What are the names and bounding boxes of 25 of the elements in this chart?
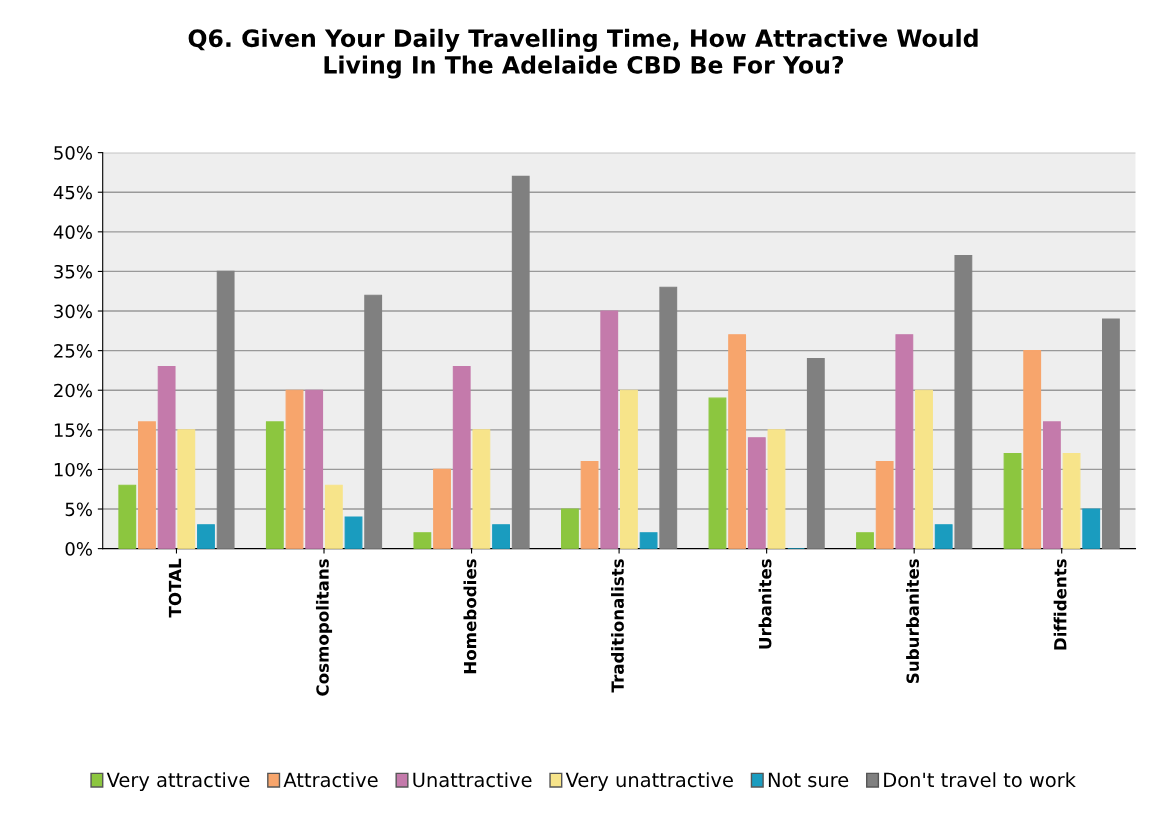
y-tick-label: 25%	[54, 344, 92, 358]
legend-label: Attractive	[283, 772, 378, 788]
x-tick-label: Urbanites	[758, 559, 772, 649]
x-tick-label: Suburbanites	[906, 559, 920, 683]
y-tick-label: 30%	[54, 304, 92, 319]
legend-label: Very attractive	[106, 772, 250, 791]
y-tick-label: 40%	[53, 225, 92, 239]
y-tick-label: 15%	[54, 423, 92, 437]
y-tick-label: 45%	[53, 185, 92, 200]
y-tick-label: 0%	[65, 542, 92, 556]
x-tick-label: TOTAL	[168, 558, 182, 618]
x-tick-label: Cosmopolitans	[315, 559, 333, 696]
y-tick-label: 5%	[65, 502, 92, 517]
y-tick-label: 50%	[54, 146, 92, 160]
legend-label: Not sure	[768, 772, 849, 788]
y-tick-label: 10%	[54, 462, 92, 477]
x-tick-label: Traditionalists	[611, 559, 624, 693]
y-tick-label: 35%	[54, 264, 92, 279]
legend-label: Unattractive	[413, 772, 532, 788]
chart-title: Q6. Given Your Daily Travelling Time, How Attractive Would Living In The Adelaide CBD Be For You?	[188, 28, 978, 79]
x-tick-label: Diffidents	[1053, 559, 1067, 650]
y-tick-label: 20%	[54, 383, 92, 398]
legend-label: Very unattractive	[565, 772, 733, 791]
legend-label: Don't travel to work	[884, 772, 1076, 788]
x-tick-label: Homebodies	[463, 559, 477, 674]
